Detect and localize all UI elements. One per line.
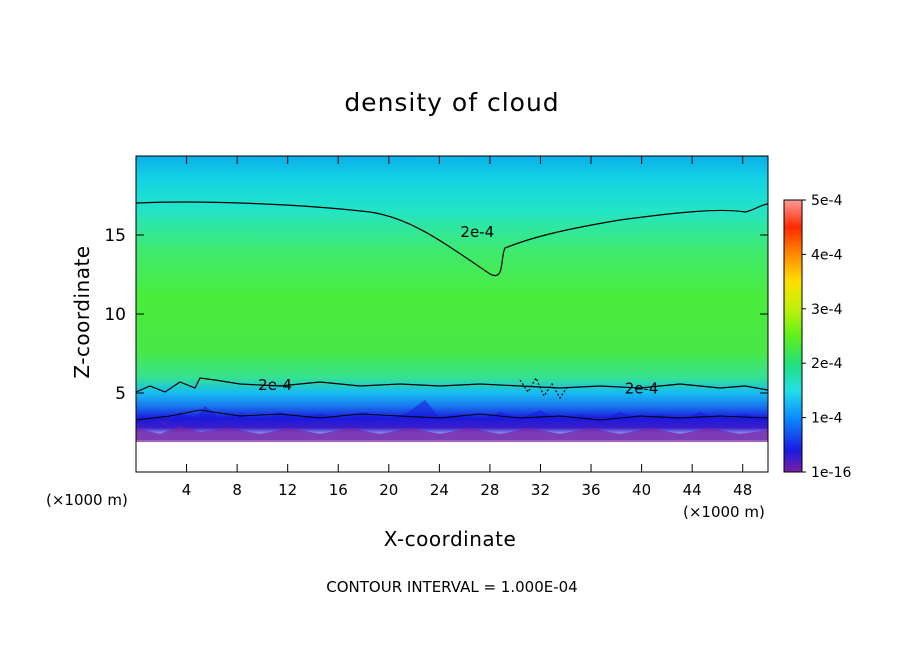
x-tick-label: 36 xyxy=(581,481,600,499)
x-tick-label: 12 xyxy=(278,481,297,499)
x-tick-label: 4 xyxy=(182,481,192,499)
x-tick-label: 16 xyxy=(329,481,348,499)
y-tick-label: 10 xyxy=(104,305,126,325)
y-tick-label: 5 xyxy=(115,384,126,404)
contour-label: 2e-4 xyxy=(460,223,494,241)
contour-labels: 2e-4 2e-4 2e-4 xyxy=(258,223,658,397)
colorbar-tick-label: 1e-16 xyxy=(811,465,851,481)
x-unit-left: (×1000 m) xyxy=(46,491,128,509)
x-tick-label: 48 xyxy=(733,481,752,499)
x-tick-label: 20 xyxy=(379,481,398,499)
contour-lines xyxy=(136,201,768,421)
contour-label: 2e-4 xyxy=(258,376,292,394)
contour-label: 2e-4 xyxy=(625,379,659,397)
chart-title: density of cloud xyxy=(344,88,560,117)
contour-interval-note: CONTOUR INTERVAL = 1.000E-04 xyxy=(326,578,578,596)
x-tick-label: 28 xyxy=(480,481,499,499)
x-tick-label: 8 xyxy=(232,481,242,499)
colorbar-tick-label: 4e-4 xyxy=(811,247,843,263)
x-tick-label: 24 xyxy=(430,481,449,499)
colorbar xyxy=(783,199,803,473)
colorbar-tick-label: 1e-4 xyxy=(811,411,843,427)
colorbar-tick-label: 5e-4 xyxy=(811,193,843,209)
y-tick-label: 15 xyxy=(104,226,126,246)
x-axis-label: X-coordinate xyxy=(383,527,517,551)
x-tick-label: 40 xyxy=(632,481,651,499)
x-unit-right: (×1000 m) xyxy=(683,503,765,521)
x-tick-label: 32 xyxy=(531,481,550,499)
x-axis: 4 8 12 16 20 24 28 32 36 40 44 48 xyxy=(182,156,752,499)
density-field xyxy=(136,156,768,472)
colorbar-ticks: 1e-16 1e-4 2e-4 3e-4 4e-4 5e-4 xyxy=(802,193,851,481)
x-tick-label: 44 xyxy=(683,481,702,499)
y-axis: 5 10 15 xyxy=(104,226,768,404)
colorbar-tick-label: 3e-4 xyxy=(811,302,843,318)
colorbar-tick-label: 2e-4 xyxy=(811,356,843,372)
